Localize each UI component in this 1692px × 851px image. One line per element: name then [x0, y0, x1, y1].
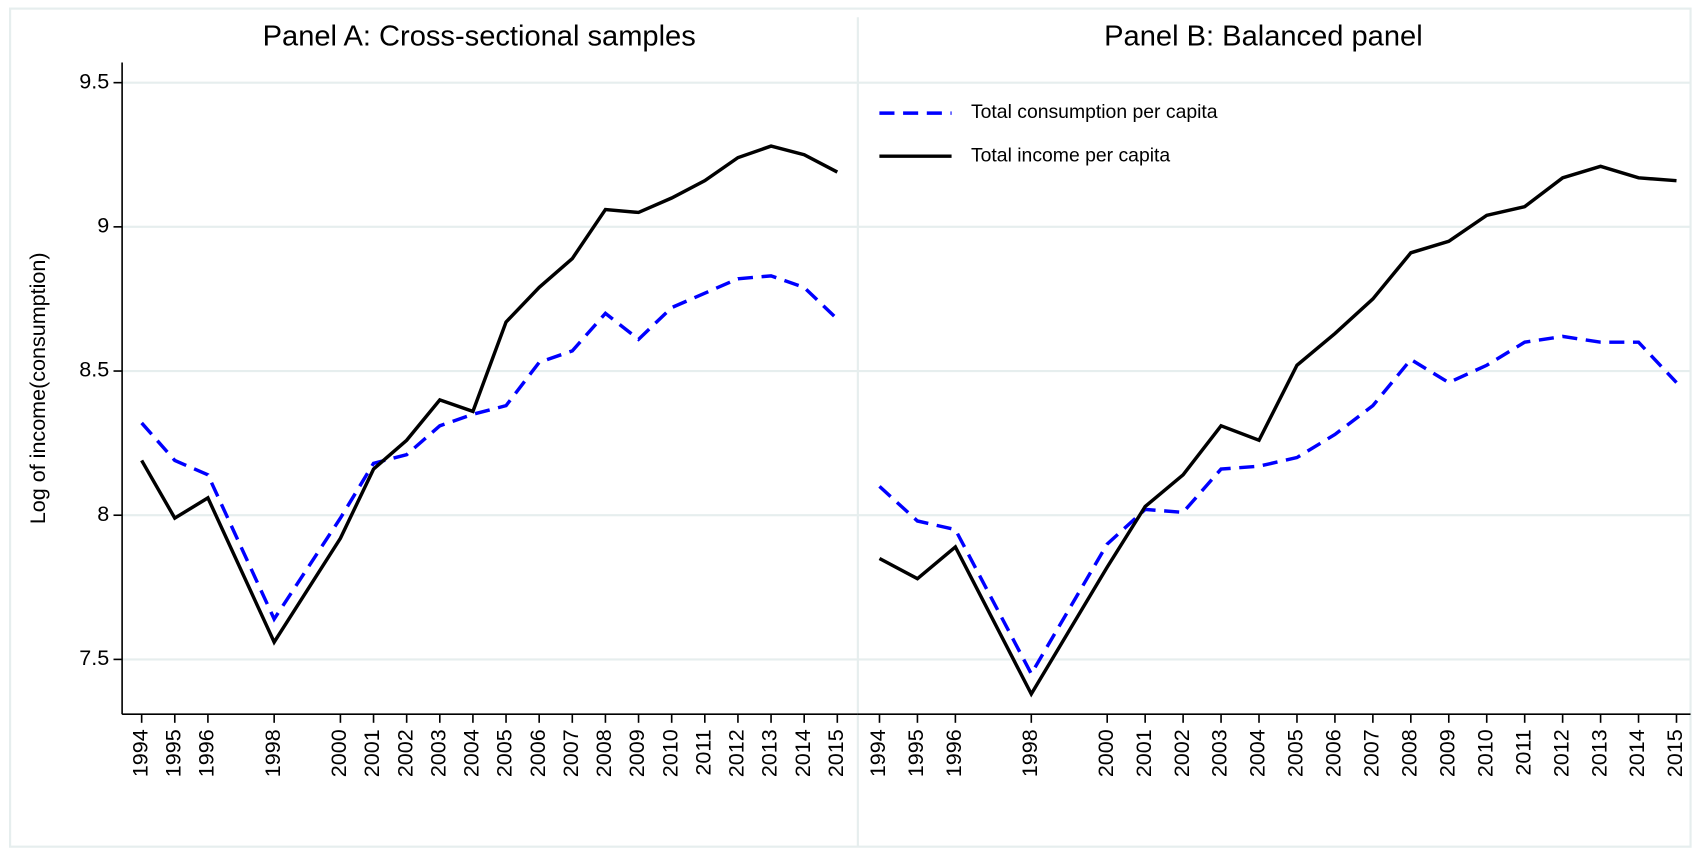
series-line: [878, 164, 1677, 698]
x-tick-label: 2005: [1284, 729, 1308, 777]
panel-title: Panel B: Balanced panel: [1104, 20, 1422, 52]
x-tick-label: 2004: [460, 729, 484, 777]
x-tick-label: 1996: [195, 729, 219, 777]
x-tick-label: 2007: [1360, 729, 1384, 777]
x-tick-label: 2008: [592, 729, 616, 777]
x-tick-label: 1998: [1018, 729, 1042, 777]
x-tick-label: 2009: [625, 729, 649, 777]
panel-title: Panel A: Cross-sectional samples: [263, 20, 696, 52]
x-tick-label: 2000: [1094, 729, 1118, 777]
x-tick-label: 1994: [866, 729, 890, 777]
x-tick-label: 2010: [1473, 729, 1497, 777]
x-tick-label: 2013: [1587, 729, 1611, 777]
series-line: [878, 334, 1678, 678]
frame: [9, 7, 1692, 848]
x-tick-label: 1994: [128, 729, 152, 777]
y-tick-label: 9: [97, 214, 109, 238]
x-tick-label: 2008: [1398, 729, 1422, 777]
x-tick-label: 2003: [1208, 729, 1232, 777]
x-tick-label: 2004: [1246, 729, 1270, 777]
x-tick-label: 2013: [758, 729, 782, 777]
y-axis-label: Log of income(consumption): [26, 252, 50, 524]
x-tick-label: 1995: [161, 729, 185, 777]
x-tick-label: 2001: [1132, 729, 1156, 777]
legend-label: Total income per capita: [971, 144, 1170, 166]
x-tick-label: 2010: [658, 729, 682, 777]
x-tick-label: 1995: [904, 729, 928, 777]
x-tick-label: 2005: [493, 729, 517, 777]
x-tick-label: 1996: [942, 729, 966, 777]
x-tick-label: 2014: [791, 729, 815, 777]
series-line: [140, 144, 839, 646]
x-tick-label: 2003: [426, 729, 450, 777]
x-tick-label: 2014: [1625, 729, 1649, 777]
legend-label: Total consumption per capita: [971, 101, 1218, 123]
x-tick-label: 2015: [1663, 729, 1687, 777]
x-tick-label: 2006: [1322, 729, 1346, 777]
x-tick-label: 2006: [526, 729, 550, 777]
x-tick-label: 2011: [691, 729, 715, 775]
x-tick-label: 2000: [327, 729, 351, 777]
x-tick-label: 2012: [1549, 729, 1573, 777]
x-tick-label: 2002: [393, 729, 417, 777]
y-tick-label: 8: [97, 502, 109, 526]
y-tick-label: 8.5: [79, 358, 109, 382]
x-tick-label: 2015: [824, 729, 848, 777]
series-line: [140, 274, 839, 623]
x-tick-label: 2001: [360, 729, 384, 777]
x-tick-label: 2012: [725, 729, 749, 777]
y-tick-label: 9.5: [79, 69, 109, 93]
x-tick-label: 2007: [559, 729, 583, 777]
y-tick-label: 7.5: [79, 646, 109, 670]
x-tick-label: 2002: [1170, 729, 1194, 777]
x-tick-label: 2011: [1511, 729, 1535, 775]
x-tick-label: 2009: [1435, 729, 1459, 777]
x-tick-label: 1998: [261, 729, 285, 777]
